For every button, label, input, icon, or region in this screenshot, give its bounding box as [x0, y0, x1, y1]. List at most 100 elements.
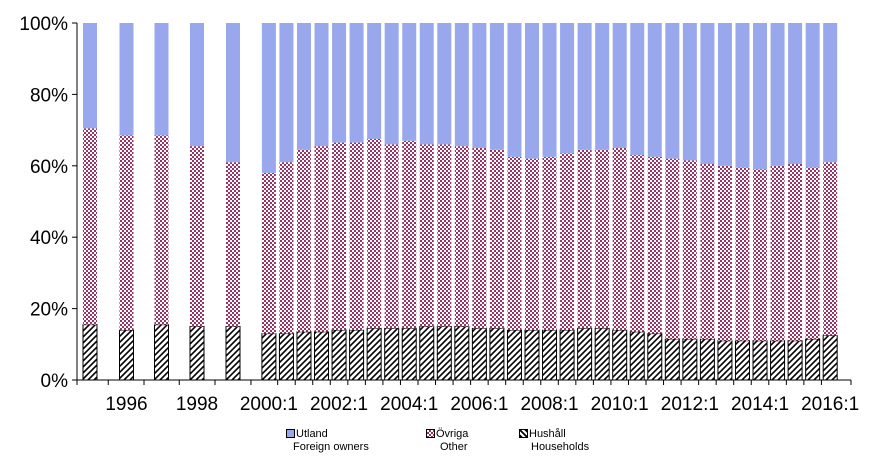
- legend-item-utland: Utland Foreign owners: [286, 428, 369, 454]
- bar-segment-hushll-2007-1: [506, 329, 522, 381]
- bar-segment-utland-2003-2: [384, 23, 399, 145]
- bar-segment-vriga-2005-1: [437, 144, 452, 327]
- bar-segment-utland-2001-2: [314, 23, 329, 147]
- bar-segment-vriga-2004-2: [419, 144, 434, 327]
- bar-segment-utland-2005-1: [437, 23, 452, 145]
- bar-segment-vriga-2008-2: [560, 153, 575, 331]
- bars-layer: [82, 23, 838, 381]
- bar-segment-vriga-2007-1: [507, 156, 522, 331]
- bar-segment-utland-2002-2: [349, 23, 364, 143]
- y-tick-label: 20%: [30, 300, 68, 321]
- bar-segment-vriga-2012-2: [700, 164, 715, 339]
- bar-segment-hushll-2010-2: [629, 331, 645, 381]
- legend-label-ovriga: Övriga: [436, 428, 469, 440]
- x-tick-label: 2002:1: [310, 394, 368, 415]
- bar-segment-hushll-2010-1: [612, 329, 628, 381]
- y-tick-label: 80%: [30, 85, 68, 106]
- y-tick-label: 40%: [30, 228, 68, 249]
- bar-segment-utland-2007-2: [525, 23, 539, 159]
- bar-segment-utland-2006-2: [489, 23, 504, 150]
- bar-segment-utland-2011-1: [647, 23, 662, 157]
- bar-segment-utland-2002-1: [332, 23, 347, 143]
- bar-segment-vriga-2009-2: [595, 149, 610, 329]
- x-tick-label: 2012:1: [661, 394, 719, 415]
- legend-swatch-ovriga: [426, 429, 435, 438]
- bar-segment-utland-2013-2: [735, 23, 750, 168]
- bar-segment-hushll-2014-2: [770, 340, 786, 381]
- bar-segment-hushll-2011-2: [664, 338, 680, 381]
- x-tick-label: 2000:1: [240, 394, 298, 415]
- bar-segment-utland-2007-1: [507, 23, 522, 157]
- bar-segment-vriga-2010-2: [630, 155, 645, 332]
- bar-segment-utland-2010-1: [612, 23, 627, 148]
- y-tick-label: 60%: [30, 157, 68, 178]
- bar-segment-utland-2000-1: [261, 23, 276, 173]
- bar-segment-vriga-1997: [154, 135, 169, 325]
- bar-segment-vriga-2014-1: [753, 169, 768, 341]
- bar-segment-hushll-2008-2: [559, 329, 575, 381]
- bar-segment-hushll-1999: [225, 325, 241, 381]
- bar-segment-vriga-2000-2: [279, 162, 294, 334]
- legend-sublabel-utland: Foreign owners: [293, 441, 369, 453]
- y-tick-label: 100%: [19, 14, 68, 35]
- bar-segment-hushll-2003-2: [384, 327, 400, 381]
- legend-label-utland: Utland: [296, 428, 328, 440]
- bar-segment-hushll-2012-1: [682, 338, 698, 381]
- x-tick-label: 1996: [105, 394, 147, 415]
- bar-segment-vriga-2014-2: [770, 165, 785, 341]
- bar-segment-utland-2001-1: [296, 23, 311, 150]
- axes-layer: [76, 23, 851, 381]
- bar-segment-hushll-2014-1: [752, 340, 768, 381]
- bar-segment-utland-2004-2: [419, 23, 434, 145]
- bar-segment-hushll-2000-2: [278, 333, 294, 381]
- y-tick-label: 0%: [41, 371, 69, 392]
- bar-segment-hushll-2004-2: [419, 325, 435, 381]
- bar-segment-utland-2014-2: [770, 23, 785, 166]
- bar-segment-vriga-2004-1: [402, 140, 417, 329]
- bar-segment-vriga-2002-1: [332, 142, 347, 331]
- bar-segment-hushll-2006-2: [489, 327, 505, 381]
- bar-segment-vriga-2016-1: [823, 162, 838, 336]
- bar-segment-vriga-2001-1: [296, 149, 311, 332]
- bar-segment-hushll-2015-1: [787, 340, 803, 381]
- bar-segment-utland-2009-1: [577, 23, 592, 150]
- legend-item-ovriga: Övriga Other: [426, 428, 468, 454]
- bar-segment-utland-2015-2: [805, 23, 820, 168]
- bar-segment-vriga-2001-2: [314, 146, 329, 332]
- legend-label-hushall: Hushåll: [529, 428, 566, 440]
- x-tick-label: 2008:1: [520, 394, 578, 415]
- bar-segment-vriga-2006-1: [472, 147, 487, 329]
- bar-segment-vriga-2011-1: [647, 156, 662, 334]
- bar-segment-utland-1995: [83, 23, 97, 129]
- bar-segment-hushll-2008-1: [542, 329, 558, 381]
- bar-segment-utland-2009-2: [595, 23, 610, 150]
- bar-segment-utland-2003-1: [367, 23, 382, 140]
- bar-segment-utland-2005-2: [454, 23, 469, 147]
- bar-segment-vriga-2006-2: [489, 149, 504, 329]
- bar-segment-hushll-2009-2: [594, 327, 610, 381]
- bar-segment-hushll-1998: [189, 325, 205, 381]
- bar-segment-hushll-2013-2: [734, 340, 750, 381]
- bar-segment-utland-1998: [190, 23, 204, 147]
- bar-segment-vriga-2003-2: [384, 144, 399, 329]
- bar-segment-utland-2015-1: [788, 23, 803, 165]
- bar-segment-hushll-1995: [82, 324, 98, 381]
- bar-segment-utland-2008-1: [542, 23, 557, 157]
- legend-sublabel-ovriga: Other: [440, 441, 468, 453]
- bar-segment-hushll-2004-1: [401, 327, 417, 381]
- bar-segment-hushll-2011-1: [647, 333, 663, 381]
- bar-segment-vriga-2010-1: [612, 147, 627, 331]
- bar-segment-utland-1996: [119, 23, 134, 136]
- bar-segment-vriga-2005-2: [454, 146, 469, 327]
- bar-segment-hushll-2013-1: [717, 340, 733, 381]
- bar-segment-vriga-1999: [226, 162, 240, 327]
- bar-segment-vriga-1998: [190, 146, 204, 327]
- bar-segment-utland-1999: [226, 23, 240, 163]
- bar-segment-hushll-2016-1: [822, 334, 838, 381]
- bar-segment-utland-2013-1: [717, 23, 732, 166]
- bar-segment-vriga-2008-1: [542, 156, 557, 331]
- legend-sublabel-hushall: Households: [531, 441, 590, 453]
- bar-segment-utland-2016-1: [823, 23, 838, 163]
- bar-segment-utland-2006-1: [472, 23, 487, 148]
